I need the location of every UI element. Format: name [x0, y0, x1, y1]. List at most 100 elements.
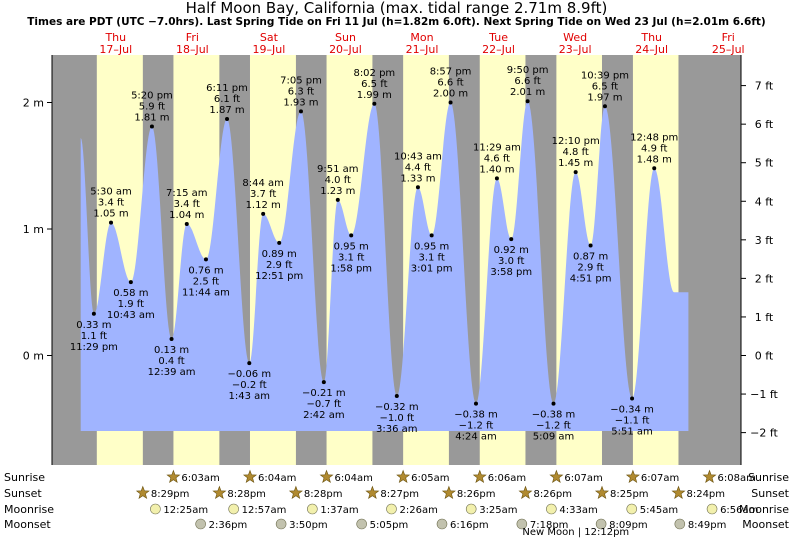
high-tide-feet-label: 4.4 ft [405, 162, 431, 173]
day-date-label: 23–Jul [559, 43, 592, 56]
right-axis-tick-label: 5 ft [755, 157, 774, 170]
day-date-label: 19–Jul [253, 43, 286, 56]
sunset-time: 8:26pm [457, 489, 496, 500]
low-tide-feet-label: −1.1 ft [615, 416, 650, 427]
moonrise-time: 12:57am [242, 505, 287, 516]
moonset-time: 5:05pm [370, 520, 409, 531]
low-tide-point [588, 243, 593, 248]
high-tide-point [372, 101, 377, 106]
moonset-time: 7:18pm [530, 520, 569, 531]
sunset-time: 8:26pm [533, 489, 572, 500]
low-tide-point [203, 257, 208, 262]
high-tide-point [149, 124, 154, 129]
low-tide-meters-label: −0.21 m [302, 388, 346, 399]
sunrise-icon [702, 469, 717, 484]
low-tide-point [321, 380, 326, 385]
high-tide-time-label: 7:15 am [166, 188, 208, 199]
low-tide-time-label: 3:36 am [376, 424, 418, 435]
moonset-icon [195, 518, 206, 530]
low-tide-point [247, 361, 252, 366]
high-tide-point [652, 166, 657, 171]
day-date-label: 24–Jul [635, 43, 668, 56]
left-axis-tick-label: 1 m [23, 223, 44, 236]
high-tide-meters-label: 1.33 m [400, 173, 435, 184]
high-tide-feet-label: 6.3 ft [288, 86, 314, 97]
high-tide-feet-label: 6.6 ft [514, 76, 540, 87]
high-tide-time-label: 5:30 am [90, 187, 132, 198]
day-name-label: Mon [410, 31, 433, 44]
high-tide-time-label: 9:50 pm [507, 65, 549, 76]
moonset-time: 2:36pm [209, 520, 248, 531]
sunset-time: 8:28pm [304, 489, 343, 500]
sunset-time: 8:25pm [610, 489, 649, 500]
moonset-icon [436, 518, 448, 530]
low-tide-meters-label: 0.89 m [262, 249, 297, 260]
moonrise-icon [465, 503, 477, 515]
low-tide-feet-label: −0.2 ft [232, 380, 267, 391]
sunrise-icon [549, 469, 564, 484]
moonrise-time: 5:45am [640, 505, 678, 516]
day-name-label: Sun [335, 31, 356, 44]
sunset-icon [365, 485, 380, 500]
left-axis-tick-label: 2 m [23, 97, 44, 110]
table-row-label-right: Sunset [751, 487, 789, 500]
high-tide-meters-label: 1.40 m [479, 164, 514, 175]
low-tide-feet-label: −1.2 ft [459, 421, 494, 432]
moonrise-time: 12:25am [163, 505, 208, 516]
high-tide-meters-label: 1.12 m [246, 200, 281, 211]
day-name-label: Fri [186, 31, 199, 44]
low-tide-meters-label: 0.33 m [76, 320, 111, 331]
sunrise-time: 6:07am [564, 473, 602, 484]
sunset-time: 8:27pm [380, 489, 419, 500]
low-tide-time-label: 1:43 am [229, 391, 271, 402]
day-name-label: Fri [722, 31, 735, 44]
table-row-label-right: Sunrise [748, 471, 789, 484]
high-tide-meters-label: 1.45 m [558, 158, 593, 169]
sunrise-icon [319, 469, 334, 484]
high-tide-time-label: 12:10 pm [552, 136, 600, 147]
day-name-label: Tue [488, 31, 508, 44]
sunset-time: 8:24pm [686, 489, 725, 500]
high-tide-feet-label: 4.9 ft [641, 143, 667, 154]
high-tide-meters-label: 2.00 m [433, 89, 468, 100]
right-axis-tick-label: −1 ft [750, 388, 778, 401]
table-row-label-left: Sunrise [4, 471, 45, 484]
high-tide-time-label: 8:57 pm [430, 67, 472, 78]
sunrise-icon [625, 469, 640, 484]
sunrise-icon [472, 469, 487, 484]
table-row-label-left: Moonset [4, 518, 51, 531]
sunset-time: 8:28pm [227, 489, 266, 500]
right-axis-tick-label: 7 ft [755, 80, 774, 93]
sunset-icon [518, 485, 533, 500]
low-tide-meters-label: −0.34 m [610, 405, 654, 416]
low-tide-point [509, 237, 514, 242]
day-date-label: 25–Jul [712, 43, 745, 56]
right-axis-tick-label: 2 ft [755, 272, 774, 285]
low-tide-meters-label: 0.76 m [188, 265, 223, 276]
night-band [678, 55, 741, 465]
table-row-label-left: Sunset [4, 487, 42, 500]
high-tide-time-label: 9:51 am [317, 164, 359, 175]
low-tide-time-label: 12:39 am [148, 367, 196, 378]
high-tide-time-label: 11:29 am [473, 142, 521, 153]
moonrise-icon [626, 503, 638, 515]
high-tide-meters-label: 1.05 m [93, 209, 128, 220]
day-name-label: Thu [640, 31, 662, 44]
table-row-label-right: Moonset [742, 518, 789, 531]
low-tide-meters-label: 0.92 m [494, 245, 529, 256]
day-name-label: Wed [563, 31, 587, 44]
day-name-label: Sat [260, 31, 279, 44]
moonrise-time: 3:25am [479, 505, 517, 516]
low-tide-point [551, 401, 556, 406]
high-tide-meters-label: 1.81 m [134, 113, 169, 124]
low-tide-meters-label: 0.95 m [334, 241, 369, 252]
low-tide-meters-label: −0.06 m [228, 369, 272, 380]
moonset-time: 3:50pm [289, 520, 328, 531]
low-tide-feet-label: −1.0 ft [379, 413, 414, 424]
sunset-icon [288, 485, 303, 500]
high-tide-point [298, 109, 303, 114]
high-tide-point [602, 104, 607, 109]
high-tide-time-label: 8:44 am [242, 178, 284, 189]
moonrise-icon [150, 503, 161, 515]
